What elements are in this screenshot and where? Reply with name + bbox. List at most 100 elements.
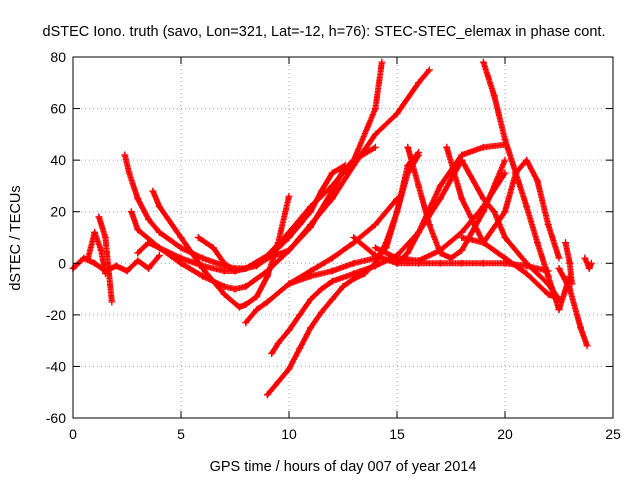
data-point: [555, 254, 563, 262]
data-point: [350, 259, 358, 267]
data-point: [242, 301, 250, 309]
data-point: [328, 277, 336, 285]
data-point: [97, 246, 105, 254]
data-point: [404, 249, 412, 257]
data-point: [393, 259, 401, 267]
series-arc8: [194, 161, 349, 275]
data-point: [125, 169, 133, 177]
x-tick-label: 20: [497, 426, 513, 442]
data-point: [415, 259, 423, 267]
data-point: [512, 169, 520, 177]
data-point: [253, 306, 261, 314]
data-point: [274, 244, 282, 252]
data-point: [274, 339, 282, 347]
data-point: [285, 234, 293, 241]
data-point: [177, 244, 185, 252]
data-point: [112, 262, 120, 270]
data-point: [296, 221, 304, 229]
data-point: [220, 282, 228, 290]
data-point: [285, 326, 293, 334]
data-point: [393, 208, 401, 216]
plot-frame: [72, 56, 614, 419]
data-point: [501, 234, 509, 241]
data-point: [220, 259, 228, 267]
data-point: [443, 143, 451, 151]
data-point: [199, 272, 207, 280]
data-point: [555, 264, 563, 272]
data-point: [523, 270, 531, 278]
data-point: [134, 226, 142, 234]
data-point: [458, 259, 466, 267]
data-point: [523, 262, 531, 270]
data-point: [544, 221, 552, 229]
y-tick-label: 40: [50, 152, 66, 168]
data-point: [134, 257, 142, 265]
data-point: [199, 254, 207, 262]
data-point: [149, 187, 157, 195]
data-point: [587, 259, 595, 267]
data-point: [328, 187, 336, 195]
series-arc7: [134, 143, 379, 275]
x-tick-label: 25: [605, 426, 621, 442]
data-point: [127, 208, 135, 216]
data-point: [263, 298, 271, 306]
data-point: [425, 66, 433, 74]
data-point: [328, 169, 336, 177]
data-point: [561, 239, 569, 247]
data-point: [328, 295, 336, 303]
data-point: [568, 280, 576, 288]
series-arc22: [561, 239, 576, 288]
data-point: [415, 79, 423, 87]
data-point: [155, 203, 163, 211]
data-point: [307, 324, 315, 332]
data-point: [253, 262, 261, 270]
data-point: [501, 136, 509, 144]
data-point: [425, 221, 433, 229]
data-point: [263, 254, 271, 262]
series-arc13: [350, 141, 509, 267]
series-arc15: [404, 143, 509, 262]
data-point: [350, 156, 358, 164]
data-point: [577, 324, 585, 332]
data-point: [91, 259, 99, 267]
data-point: [501, 259, 509, 267]
data-point: [371, 252, 379, 260]
data-point: [328, 267, 336, 275]
y-tick-label: 20: [50, 204, 66, 220]
data-point: [307, 208, 315, 216]
data-point: [209, 244, 217, 252]
data-point: [415, 148, 423, 156]
data-point: [371, 130, 379, 138]
y-tick-label: -20: [46, 307, 66, 323]
data-point: [307, 295, 315, 303]
data-point: [479, 208, 487, 216]
data-point: [350, 234, 358, 241]
x-tick-label: 0: [69, 426, 77, 442]
data-point: [155, 244, 163, 252]
data-point: [177, 254, 185, 262]
data-point: [242, 319, 250, 327]
data-point: [479, 143, 487, 151]
data-point: [458, 195, 466, 203]
data-point: [296, 311, 304, 319]
data-point: [415, 228, 423, 236]
series-arc16: [443, 143, 559, 301]
data-point: [404, 143, 412, 151]
series-arc19: [458, 156, 563, 262]
data-point: [544, 290, 552, 298]
x-tick-label: 15: [389, 426, 405, 442]
series-arc21: [555, 264, 591, 350]
data-point: [523, 203, 531, 211]
chart-title: dSTEC Iono. truth (savo, Lon=321, Lat=-1…: [43, 24, 606, 40]
data-point: [533, 239, 541, 247]
data-point: [371, 221, 379, 229]
data-point: [145, 239, 153, 247]
data-point: [415, 182, 423, 190]
data-point: [134, 195, 142, 203]
y-tick-label: 60: [50, 101, 66, 117]
data-point: [458, 156, 466, 164]
data-point: [436, 259, 444, 267]
data-point: [350, 270, 358, 278]
series-arc23: [581, 254, 595, 272]
data-point: [145, 264, 153, 272]
